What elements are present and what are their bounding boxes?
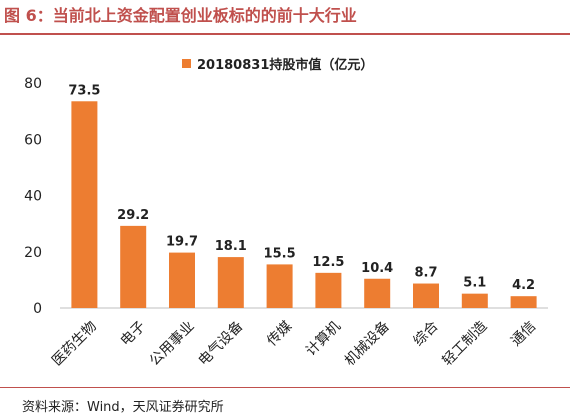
title-divider: [0, 33, 570, 35]
data-label: 73.5: [68, 83, 100, 98]
bar: [364, 278, 391, 308]
data-label: 18.1: [215, 239, 247, 254]
y-tick-label: 80: [24, 76, 42, 92]
bar: [315, 272, 342, 308]
bar-series: [71, 101, 537, 308]
chart-legend: 20180831持股市值（亿元）: [182, 54, 373, 73]
data-label: 5.1: [463, 276, 486, 291]
y-tick-label: 0: [33, 301, 42, 317]
bar: [461, 293, 488, 308]
data-labels: 73.5 29.2 19.7 18.1 15.5 12.5 10.4 8.7 5.1 4.2: [68, 83, 535, 293]
bar: [266, 264, 293, 308]
x-tick-label: 电子: [118, 318, 149, 349]
data-label: 12.5: [312, 255, 344, 270]
x-tick-label: 公用事业: [147, 318, 198, 369]
bar: [413, 283, 439, 308]
data-label: 10.4: [361, 261, 393, 276]
data-label: 15.5: [264, 246, 296, 261]
data-label: 4.2: [512, 278, 535, 293]
x-tick-label: 综合: [410, 318, 441, 349]
data-label: 29.2: [117, 208, 149, 223]
data-label: 19.7: [166, 235, 198, 250]
x-tick-label: 医药生物: [49, 318, 100, 369]
y-tick-label: 20: [24, 245, 42, 261]
bar: [169, 252, 195, 308]
bar: [71, 101, 98, 308]
source-divider: [0, 387, 570, 388]
legend-label: 20180831持股市值（亿元）: [197, 58, 374, 73]
y-tick-label: 40: [24, 189, 42, 205]
figure-title: 图 6：当前北上资金配置创业板标的的前十大行业: [4, 6, 357, 25]
x-tick-label: 通信: [508, 318, 539, 349]
x-tick-label: 电气设备: [195, 318, 247, 370]
x-tick-label: 计算机: [303, 318, 344, 359]
legend-swatch: [182, 59, 191, 68]
y-tick-label: 60: [24, 132, 42, 148]
data-label: 8.7: [414, 266, 437, 281]
bar: [510, 296, 537, 308]
x-tick-label: 轻工制造: [440, 318, 491, 369]
x-tick-label: 机械设备: [341, 318, 393, 370]
bar: [120, 225, 147, 308]
x-tick-label: 传媒: [264, 318, 295, 349]
bar: [217, 257, 244, 308]
source-note: 资料来源：Wind，天风证券研究所: [22, 400, 224, 415]
